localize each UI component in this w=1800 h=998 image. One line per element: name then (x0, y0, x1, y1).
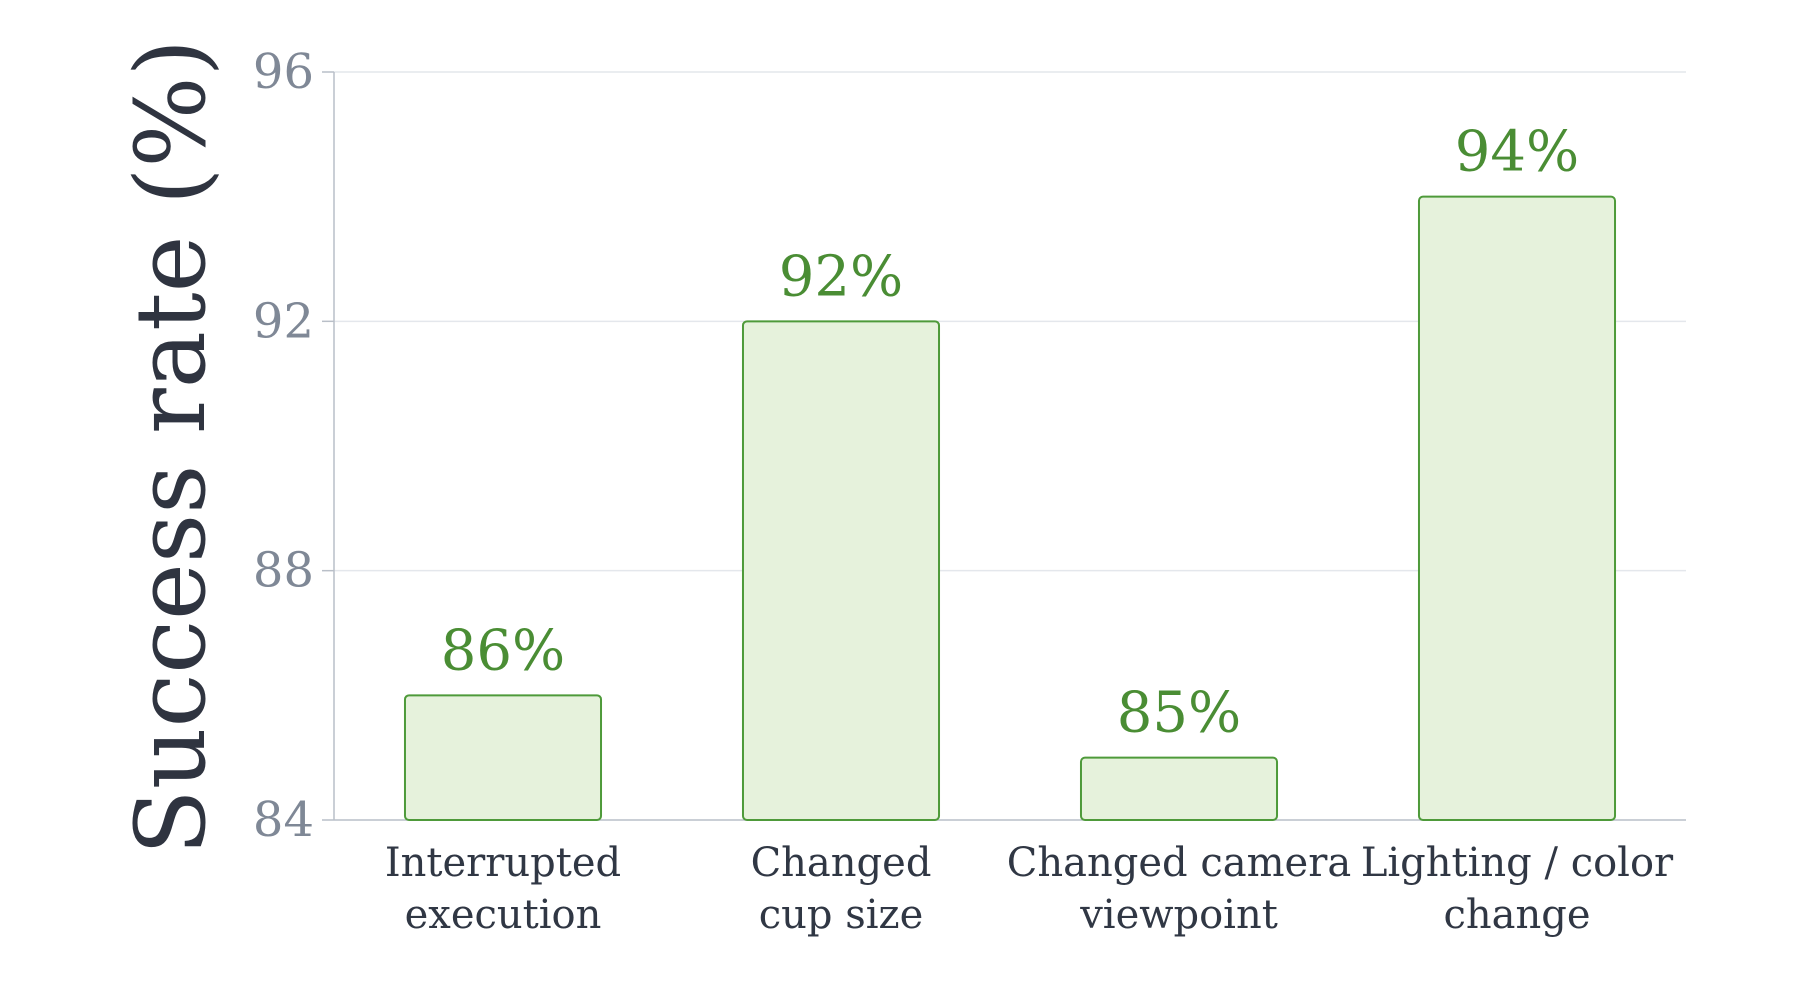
x-tick-label: Lighting / color (1361, 840, 1674, 886)
bar-value-label: 85% (1117, 681, 1241, 746)
bar (1417, 195, 1617, 821)
x-tick-label: Interrupted (385, 840, 621, 886)
x-tick-label: change (1443, 892, 1590, 938)
bar (403, 694, 603, 821)
bar (1079, 756, 1279, 822)
y-axis-label: Success rate (%) (115, 39, 227, 855)
x-tick-label: viewpoint (1079, 892, 1278, 938)
bar (741, 320, 941, 821)
y-tick-labels: 84 88 92 96 (253, 44, 314, 848)
x-tick-label: Changed (751, 840, 932, 886)
bar-value-label: 94% (1455, 120, 1579, 185)
bars (403, 195, 1617, 822)
x-tick-label: execution (405, 892, 602, 938)
bar-value-label: 92% (779, 244, 903, 309)
x-tick-labels: Interrupted execution Changed cup size Chang… (385, 840, 1674, 938)
y-tick-label: 88 (253, 543, 314, 599)
x-tick-label: cup size (759, 892, 924, 938)
bar-value-label: 86% (441, 618, 565, 683)
x-tick-label: Changed camera (1007, 840, 1351, 886)
y-tick-label: 84 (253, 792, 314, 848)
y-tick-label: 92 (253, 293, 314, 349)
y-tick-label: 96 (253, 44, 314, 100)
data-labels: 86% 92% 85% 94% (441, 120, 1579, 746)
